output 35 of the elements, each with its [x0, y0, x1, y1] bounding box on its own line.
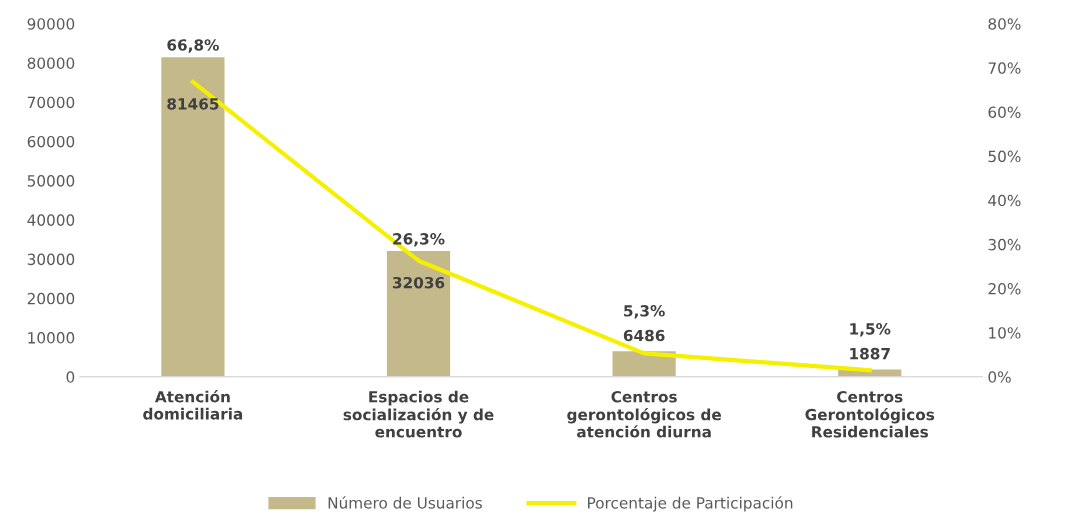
y2-tick-label: 80%: [988, 18, 1021, 30]
x-tick-label: Centros Gerontológicos Residenciales: [805, 390, 935, 438]
x-tick-label: Centros gerontológicos de atención diurna: [567, 390, 721, 438]
y2-tick-label: 0%: [988, 371, 1011, 383]
y2-tick-label: 60%: [988, 106, 1021, 119]
data-label: 26,3%: [393, 233, 445, 247]
y2-tick-label: 10%: [989, 327, 1021, 339]
data-label: 32036: [392, 276, 445, 289]
bar: [386, 251, 451, 377]
y-tick-label: 60000: [27, 135, 75, 148]
legend-label: Porcentaje de Participación: [588, 496, 793, 512]
y2-tick-label: 30%: [988, 238, 1021, 251]
y-tick-label: 30000: [27, 253, 75, 266]
data-label: 6486: [623, 329, 665, 342]
y-tick-label: 70000: [27, 96, 75, 109]
y-tick-label: 50000: [27, 175, 75, 187]
data-label: 5,3%: [624, 305, 665, 319]
y2-tick-label: 70%: [988, 62, 1021, 74]
data-label: 1,5%: [850, 323, 891, 337]
data-label: 1887: [850, 347, 890, 360]
data-label: 66,8%: [167, 39, 219, 53]
y2-tick-label: 50%: [988, 150, 1021, 163]
y2-tick-label: 40%: [988, 194, 1021, 207]
x-tick-label: Espacios de socialización y de encuentro: [343, 390, 494, 438]
y-tick-label: 90000: [27, 18, 75, 30]
x-tick-label: Atención domiciliaria: [143, 390, 243, 420]
legend-label: Número de Usuarios: [328, 496, 482, 509]
data-label: 81465: [167, 98, 219, 110]
y-tick-label: 10000: [28, 332, 75, 344]
y2-tick-label: 20%: [988, 283, 1021, 295]
y-tick-label: 0: [66, 371, 75, 383]
y-tick-label: 20000: [27, 292, 75, 305]
y-tick-label: 40000: [27, 214, 75, 226]
y-tick-label: 80000: [27, 57, 75, 69]
bar: [161, 57, 225, 377]
